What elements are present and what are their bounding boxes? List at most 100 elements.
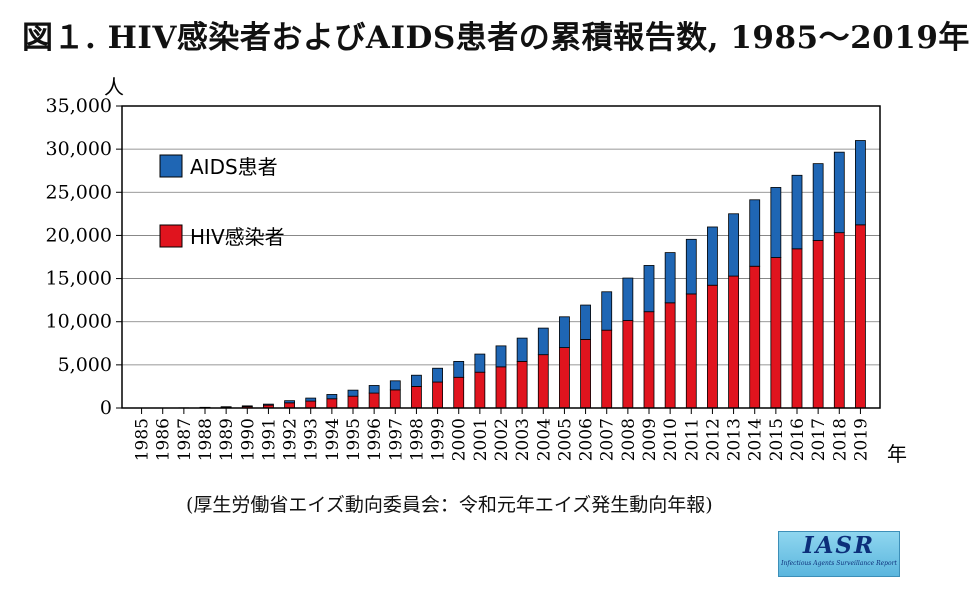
bar-hiv: [368, 392, 380, 409]
bar-hiv: [622, 320, 634, 409]
bar-hiv: [326, 398, 338, 409]
bar-hiv: [559, 347, 570, 409]
x-tick-label: 1986: [154, 418, 174, 461]
logo-text: IASR: [802, 532, 876, 559]
bar-aids: [559, 316, 570, 348]
bar-aids: [855, 140, 866, 226]
bar-hiv: [537, 354, 549, 409]
bar-aids: [728, 213, 739, 277]
bar-aids: [812, 163, 824, 241]
bar-hiv: [749, 265, 761, 409]
x-tick-label: 1994: [323, 418, 343, 461]
bar-aids: [537, 327, 549, 356]
y-tick-label: 20,000: [46, 224, 112, 246]
legend: AIDS患者 HIV感染者: [159, 154, 285, 249]
x-tick-label: 1989: [217, 418, 237, 461]
x-tick-label: 2003: [513, 418, 533, 461]
legend-swatch-aids: [159, 154, 183, 178]
bar-aids: [643, 265, 655, 313]
x-tick-label: 2015: [767, 418, 787, 461]
x-tick-label: 2002: [492, 418, 512, 461]
x-tick-label: 1990: [238, 418, 258, 461]
bar-aids: [749, 199, 761, 267]
bar-hiv: [580, 339, 591, 409]
x-tick-label: 2007: [598, 418, 618, 461]
bar-hiv: [812, 240, 824, 409]
bar-hiv: [707, 284, 718, 409]
x-tick-label: 2000: [450, 418, 470, 461]
bar-hiv: [728, 275, 739, 409]
x-tick-label: 2009: [640, 418, 660, 461]
bar-hiv: [432, 381, 443, 409]
y-tick-label: 15,000: [46, 268, 112, 290]
bar-hiv: [474, 371, 486, 409]
bar-aids: [516, 337, 528, 362]
bar-aids: [601, 291, 613, 331]
y-tick-label: 30,000: [46, 138, 112, 160]
bar-aids: [664, 252, 676, 304]
x-tick-label: 2018: [830, 418, 850, 461]
bar-hiv: [284, 402, 295, 409]
bar-aids: [368, 385, 380, 394]
x-tick-label: 1995: [344, 418, 364, 461]
bar-hiv: [685, 293, 697, 409]
source-note: (厚生労働省エイズ動向委員会：令和元年エイズ発生動向年報): [186, 494, 713, 516]
bar-aids: [347, 389, 359, 397]
grid-lines: [122, 148, 880, 366]
x-tick-label: 1987: [175, 418, 195, 461]
bar-hiv: [643, 311, 655, 409]
y-tick-label: 5,000: [58, 354, 112, 376]
bars: [178, 140, 866, 409]
bar-hiv: [833, 232, 845, 409]
bar-hiv: [770, 257, 782, 409]
bar-hiv: [389, 389, 401, 409]
bar-aids: [833, 151, 845, 234]
x-tick-label: 2017: [809, 418, 829, 461]
x-tick-label: 1988: [196, 418, 216, 461]
iasr-logo: IASR Infectious Agents Surveillance Repo…: [778, 531, 900, 577]
bar-aids: [580, 304, 591, 340]
bar-hiv: [305, 400, 317, 409]
bar-aids: [791, 174, 803, 250]
bar-aids: [411, 374, 422, 387]
bar-hiv: [601, 329, 613, 409]
bar-hiv: [347, 395, 359, 409]
x-tick-label: 1992: [281, 418, 301, 461]
bar-hiv: [453, 376, 465, 409]
bar-aids: [770, 187, 782, 258]
x-tick-label: 1998: [407, 418, 427, 461]
bar-aids: [241, 405, 253, 407]
bar-aids: [305, 397, 317, 402]
bar-aids: [453, 361, 465, 378]
x-tick-label: 1991: [259, 418, 279, 461]
bar-aids: [432, 367, 443, 383]
x-tick-label: 1985: [133, 418, 153, 461]
x-tick-label: 2006: [577, 418, 597, 461]
bar-aids: [284, 400, 295, 404]
x-tick-label: 2005: [555, 418, 575, 461]
bar-aids: [622, 277, 634, 321]
legend-label-hiv: HIV感染者: [190, 225, 285, 249]
y-axis-unit-label: 人: [104, 75, 124, 99]
bar-aids: [474, 353, 486, 373]
bar-aids: [685, 238, 697, 295]
x-tick-label: 2019: [851, 418, 871, 461]
x-tick-label: 2016: [788, 418, 808, 461]
x-tick-label: 2001: [471, 418, 491, 461]
x-tick-label: 2004: [534, 418, 554, 461]
y-tick-label: 25,000: [46, 181, 112, 203]
bar-aids: [389, 380, 401, 391]
bar-hiv: [664, 302, 676, 409]
bar-aids: [495, 345, 507, 368]
x-tick-label: 1997: [386, 418, 406, 461]
y-tick-label: 10,000: [46, 311, 112, 333]
x-tick-label: 1993: [302, 418, 322, 461]
bar-aids: [326, 394, 338, 400]
bar-hiv: [855, 224, 866, 409]
legend-label-aids: AIDS患者: [190, 155, 278, 179]
legend-swatch-hiv: [159, 224, 183, 248]
logo-subtext: Infectious Agents Surveillance Report: [781, 560, 897, 567]
y-tick-label: 0: [100, 397, 112, 419]
bar-aids: [263, 403, 274, 406]
x-tick-labels: 1985 1986 1987 1988 1989 1990 1991 1992 1993 1994…: [133, 408, 871, 461]
